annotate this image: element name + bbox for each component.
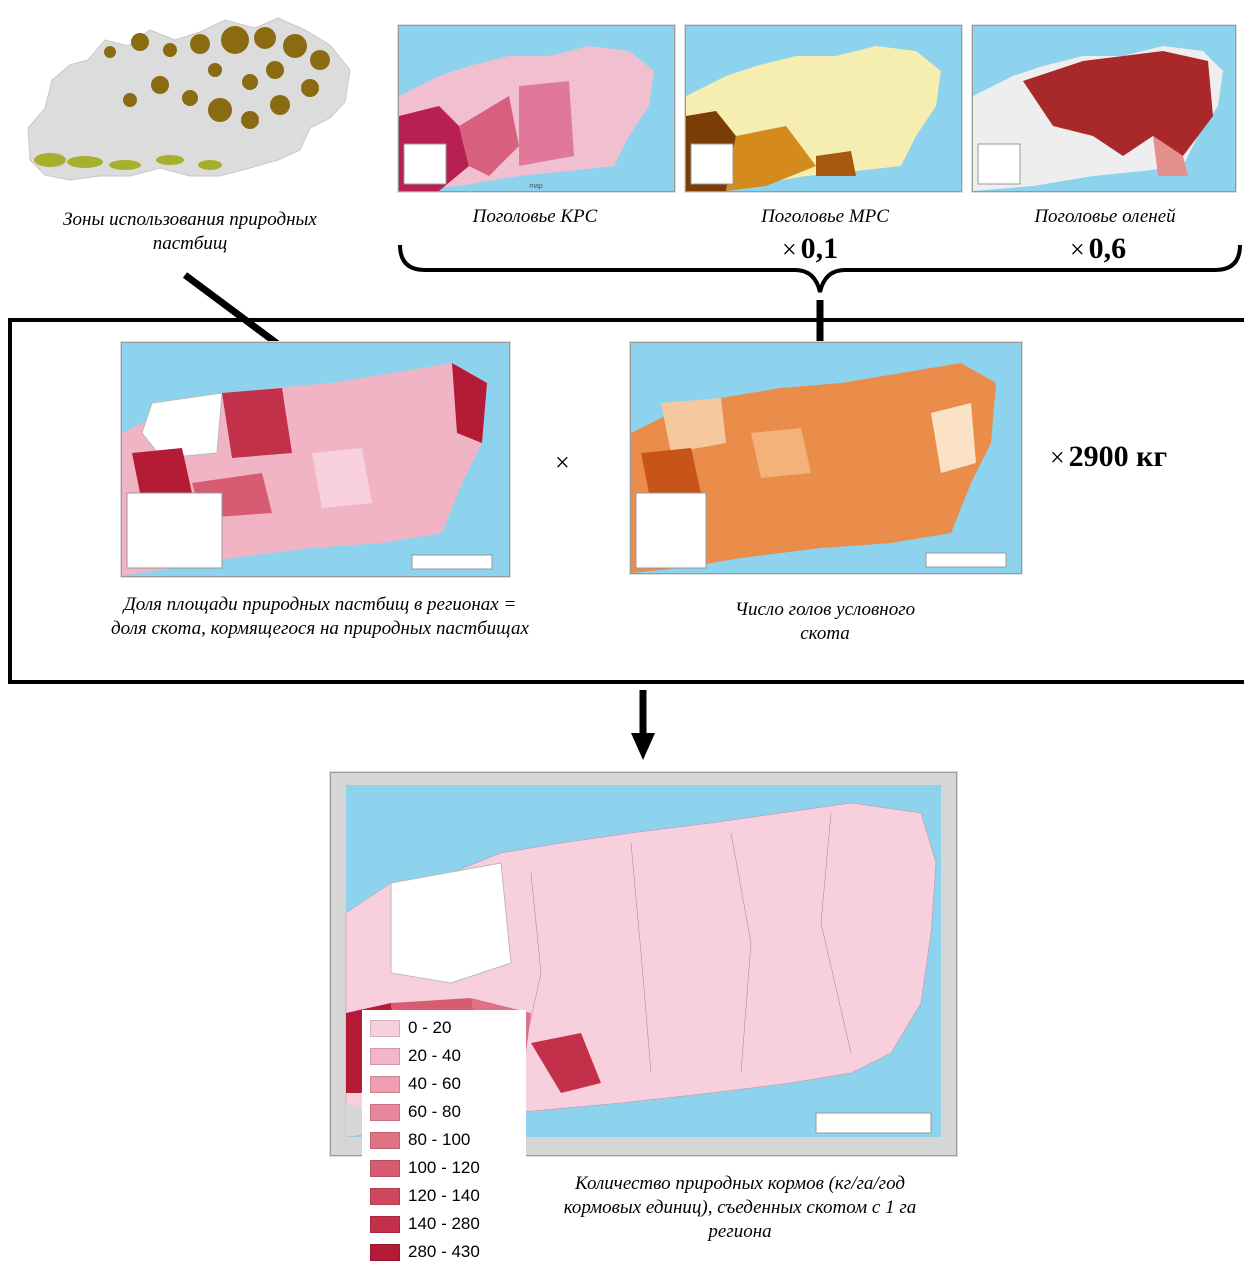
multiplier-reindeer: × 0,6 xyxy=(1070,232,1127,265)
legend-item: 100 - 120 xyxy=(370,1154,518,1182)
share-map xyxy=(121,342,510,577)
legend-swatch xyxy=(370,1019,400,1037)
caption-zones: Зоны использования природных пастбищ xyxy=(63,209,317,254)
caption-small-cattle: Поголовье МРС xyxy=(761,206,889,227)
legend-swatch xyxy=(370,1131,400,1149)
middle-frame xyxy=(8,318,1244,684)
legend-item: 20 - 40 xyxy=(370,1042,518,1070)
multiplier-small-cattle: × 0,1 xyxy=(782,232,839,265)
zone-patches xyxy=(104,26,330,129)
legend: 0 - 20 20 - 40 40 - 60 60 - 80 80 - 100 … xyxy=(362,1010,526,1270)
cattle-map: map xyxy=(398,25,675,192)
legend-swatch xyxy=(370,1075,400,1093)
caption-cattle: Поголовье КРС xyxy=(472,206,598,227)
legend-swatch xyxy=(370,1103,400,1121)
legend-item: 80 - 100 xyxy=(370,1126,518,1154)
legend-item: 140 - 280 xyxy=(370,1210,518,1238)
livestock-units-map xyxy=(630,342,1022,574)
caption-reindeer: Поголовье оленей xyxy=(1034,206,1176,227)
legend-item: 40 - 60 xyxy=(370,1070,518,1098)
legend-swatch xyxy=(370,1243,400,1261)
small-cattle-map xyxy=(685,25,962,192)
multiplier-kg: × 2900 кг xyxy=(1050,440,1168,473)
legend-item: 60 - 80 xyxy=(370,1098,518,1126)
legend-item: 120 - 140 xyxy=(370,1182,518,1210)
legend-swatch xyxy=(370,1187,400,1205)
caption-result: Количество природных кормов (кг/га/год к… xyxy=(563,1173,917,1242)
zones-map xyxy=(27,17,351,181)
caption-livestock-units: Число голов условного скота xyxy=(734,599,916,644)
legend-swatch xyxy=(370,1159,400,1177)
caption-share-area: Доля площади природных пастбищ в региона… xyxy=(111,594,529,639)
legend-swatch xyxy=(370,1047,400,1065)
reindeer-map xyxy=(972,25,1236,192)
svg-text:map: map xyxy=(529,183,543,190)
legend-item: 280 - 430 xyxy=(370,1238,518,1266)
times-sign: × xyxy=(555,448,570,477)
legend-item: 0 - 20 xyxy=(370,1014,518,1042)
sum-brace xyxy=(398,244,1242,293)
zone-patches-south xyxy=(34,153,222,170)
legend-swatch xyxy=(370,1215,400,1233)
